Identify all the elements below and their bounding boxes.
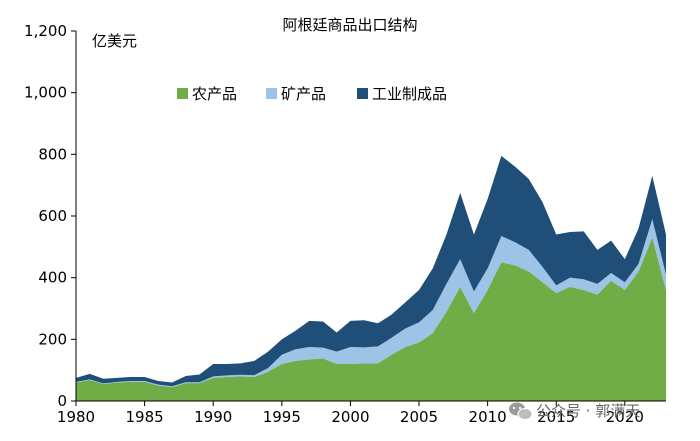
area-series-1 (76, 237, 666, 401)
area-series-3 (76, 155, 666, 387)
legend-swatch (177, 88, 188, 99)
x-tick-label: 1990 (194, 408, 232, 426)
chart-title: 阿根廷商品出口结构 (282, 16, 417, 34)
x-tick-label: 2020 (606, 408, 644, 426)
area-layer (76, 155, 666, 401)
x-tick-label: 2000 (331, 408, 369, 426)
y-tick-label: 200 (38, 330, 67, 348)
y-tick-label: 0 (57, 392, 67, 410)
y-tick-label: 400 (38, 269, 67, 287)
legend-swatch (266, 88, 277, 99)
legend-swatch (357, 88, 368, 99)
area-series-2 (76, 219, 666, 388)
x-tick-label: 1985 (126, 408, 164, 426)
legend: 农产品 矿产品 工业制成品 (177, 85, 447, 103)
x-tick-label: 1980 (57, 408, 95, 426)
x-tick-label: 1995 (263, 408, 301, 426)
legend-label: 农产品 (192, 85, 237, 103)
x-tick-label: 2005 (400, 408, 438, 426)
y-tick-label: 800 (38, 145, 67, 163)
y-tick-label: 1,200 (24, 22, 67, 40)
wechat-icon (509, 402, 533, 420)
y-tick-label: 1,000 (24, 84, 67, 102)
x-tick-label: 2010 (469, 408, 507, 426)
x-tick-label: 2015 (537, 408, 575, 426)
y-tick-label: 600 (38, 207, 67, 225)
watermark: 公众号 · 郭满天 (509, 402, 640, 420)
y-axis-unit-label: 亿美元 (92, 32, 137, 50)
watermark-text: 公众号 · 郭满天 (536, 402, 640, 420)
legend-label: 矿产品 (281, 85, 326, 103)
axes: 0 200 400 600 800 1,000 1,200 1980 1985 1990 1995 2… (24, 22, 666, 426)
legend-label: 工业制成品 (372, 85, 447, 103)
